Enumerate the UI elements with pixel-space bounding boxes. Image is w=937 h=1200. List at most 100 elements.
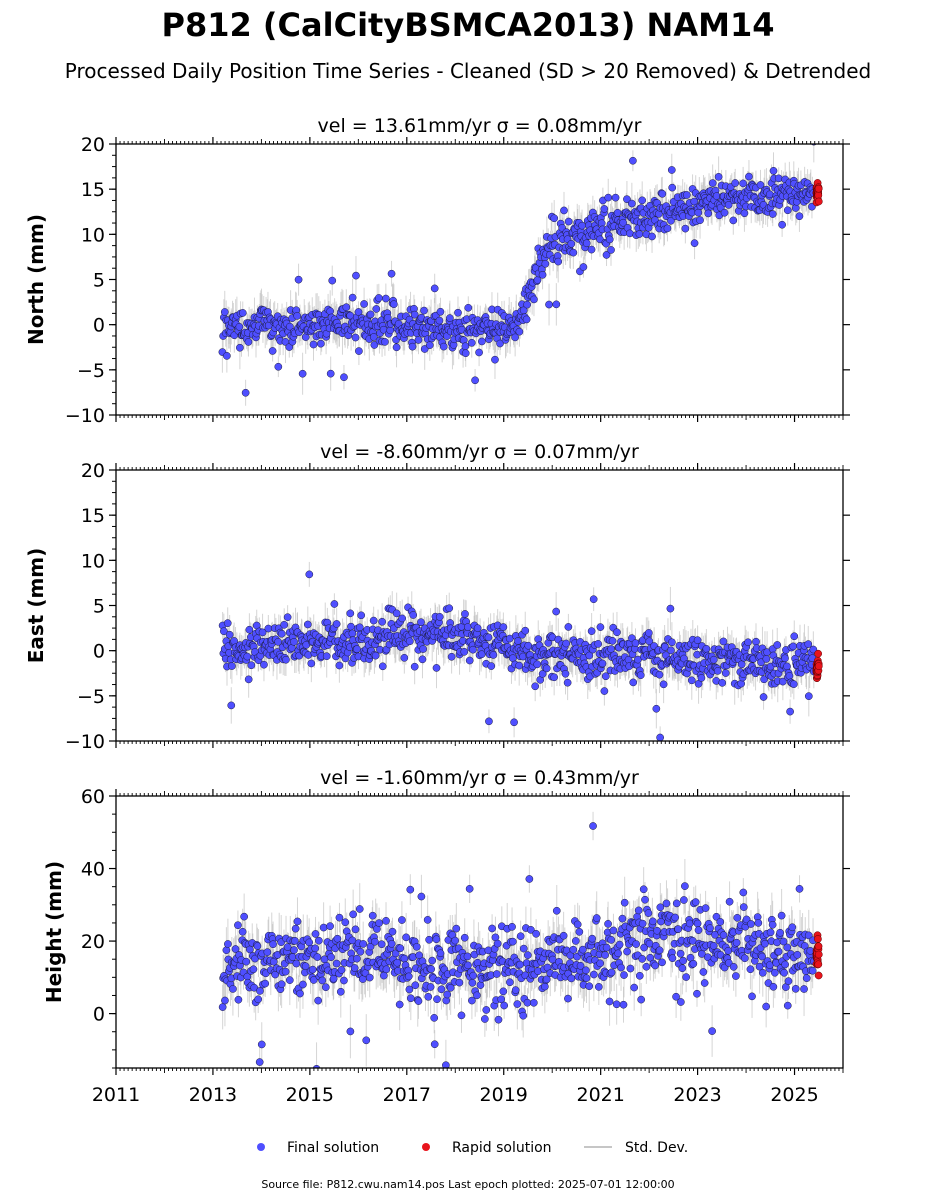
final-point [357, 611, 366, 620]
final-point [219, 627, 228, 636]
final-point [765, 190, 774, 199]
final-point [264, 624, 273, 633]
y-tick-label: 0 [93, 641, 105, 663]
final-point [340, 373, 348, 382]
final-points [218, 144, 818, 397]
final-point [405, 637, 414, 646]
final-point [372, 305, 381, 313]
final-point [655, 670, 664, 679]
final-point [601, 672, 610, 681]
final-point [542, 664, 551, 673]
final-point [491, 355, 499, 364]
final-point [524, 641, 533, 650]
final-point [335, 661, 344, 670]
final-point [369, 616, 378, 625]
final-point [687, 676, 696, 685]
final-point [635, 230, 644, 238]
final-point [696, 216, 704, 225]
final-point [600, 205, 609, 213]
final-point [355, 347, 363, 355]
final-point [245, 625, 254, 634]
final-point [545, 300, 553, 309]
final-point [552, 607, 560, 616]
final-point [533, 660, 542, 669]
final-point [464, 303, 473, 312]
final-point [514, 637, 522, 645]
panel-title: vel = -1.60mm/yr σ = 0.43mm/yr [320, 767, 639, 789]
final-point [668, 183, 677, 192]
final-point [652, 704, 661, 713]
final-point [582, 239, 591, 248]
final-point [644, 629, 653, 637]
final-point [659, 680, 668, 689]
final-point [623, 195, 631, 204]
final-point [628, 199, 636, 208]
final-point [709, 655, 718, 664]
final-point [783, 662, 791, 671]
final-point [381, 338, 389, 346]
final-point [587, 245, 596, 254]
final-point [694, 208, 703, 217]
final-point [464, 623, 472, 631]
y-tick-label: 0 [93, 315, 105, 337]
final-point [560, 206, 568, 215]
final-point [392, 609, 401, 618]
final-point [347, 622, 355, 631]
final-point [348, 293, 357, 302]
final-point [756, 181, 765, 189]
final-points [218, 570, 818, 741]
final-point [467, 338, 476, 347]
final-point [744, 638, 752, 647]
final-point [550, 214, 559, 223]
final-point [579, 263, 588, 271]
final-point [724, 201, 733, 209]
y-tick-label: −5 [77, 686, 105, 708]
final-point [477, 650, 486, 659]
panels: vel = 13.61mm/yr σ = 0.08mm/yr North (mm)… [24, 115, 850, 1106]
final-point [381, 294, 390, 303]
final-point [378, 617, 387, 626]
final-point [220, 308, 229, 316]
final-point [760, 675, 768, 684]
final-point [316, 339, 325, 348]
rapid-points [812, 179, 823, 207]
final-point [326, 307, 335, 316]
final-point [611, 193, 620, 202]
final-point [613, 628, 621, 637]
final-point [714, 172, 723, 181]
final-point [425, 341, 434, 349]
y-tick-label: 5 [93, 270, 105, 292]
final-point [485, 717, 493, 726]
final-point [235, 322, 244, 331]
final-point [277, 629, 286, 638]
y-tick-label: 20 [81, 460, 105, 482]
final-point [769, 166, 778, 175]
final-point [228, 662, 236, 670]
final-point [475, 348, 483, 357]
final-point [307, 659, 316, 668]
rapid-points [812, 649, 823, 682]
final-point [731, 179, 740, 187]
final-point [596, 623, 605, 631]
final-point [789, 680, 798, 688]
final-point [398, 614, 407, 623]
y-tick-label: 20 [81, 134, 105, 156]
y-tick-label: −5 [77, 360, 105, 382]
final-point [656, 733, 664, 741]
final-point [392, 343, 401, 352]
data-layer [218, 561, 823, 741]
final-point [374, 294, 383, 302]
final-point [225, 630, 234, 639]
final-point [435, 613, 444, 621]
final-point [804, 692, 813, 701]
final-point [785, 672, 794, 680]
final-point [454, 308, 462, 317]
final-point [238, 309, 247, 317]
y-axis-label: Height (mm) [42, 861, 66, 1003]
final-point [629, 156, 637, 165]
final-point [461, 342, 470, 351]
final-point [360, 300, 368, 308]
final-point [445, 604, 454, 613]
final-point [409, 611, 418, 619]
final-point [759, 693, 768, 701]
